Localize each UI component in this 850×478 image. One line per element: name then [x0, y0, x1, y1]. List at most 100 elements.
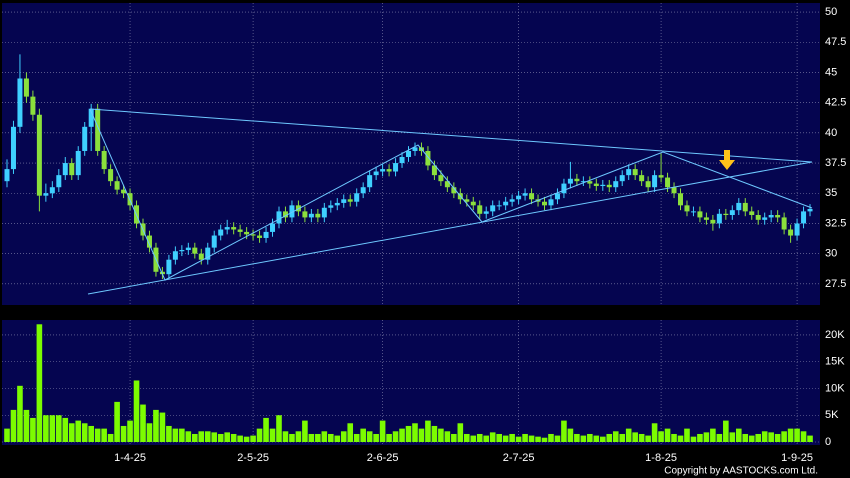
volume-bar [528, 435, 535, 443]
volume-bar [800, 431, 807, 443]
volume-bar [127, 420, 133, 443]
candle-body [451, 187, 457, 194]
candle-body [270, 223, 276, 232]
volume-bar [10, 409, 17, 443]
volume-bar [742, 433, 749, 443]
candle-body [665, 177, 671, 188]
candle-body [146, 235, 152, 248]
candle-body [716, 213, 722, 224]
candle-body [593, 183, 599, 187]
candle-body [244, 231, 250, 235]
volume-bar [412, 423, 418, 443]
volume-bar [179, 428, 185, 443]
candle-body [516, 195, 522, 200]
volume-bar [405, 425, 412, 443]
candle-body [282, 211, 288, 218]
candle-body [678, 193, 684, 206]
candle-body [509, 199, 515, 202]
candle-body [567, 178, 573, 184]
candle-body [406, 150, 412, 158]
candle-body [224, 227, 230, 230]
candle-body [4, 169, 10, 182]
volume-bar [334, 435, 341, 443]
candle-body [95, 108, 101, 151]
volume-bar [56, 415, 62, 443]
volume-bar [107, 433, 114, 443]
volume-bar [250, 435, 256, 443]
volume-bar [794, 428, 800, 443]
candle-body [490, 205, 496, 212]
candle-body [393, 163, 399, 172]
volume-bar [289, 433, 295, 443]
y-tick-label: 27.5 [825, 278, 846, 290]
candle-body [198, 253, 204, 260]
candle-body [276, 211, 282, 224]
trend-lines [87, 108, 813, 295]
candle-body [10, 126, 16, 170]
candle-body [386, 169, 392, 172]
volume-bar [664, 428, 671, 443]
volume-bar [807, 435, 813, 443]
volume-bar [166, 425, 172, 443]
volume-bar [677, 435, 684, 443]
volume-bar [276, 415, 282, 443]
volume-bar [172, 428, 179, 443]
volume-bar [651, 423, 658, 443]
volume-bar [748, 435, 755, 443]
candle-body [69, 163, 75, 176]
volume-bar [192, 433, 198, 443]
candle-body [807, 208, 813, 212]
candle-body [755, 215, 761, 220]
copyright: Copyright by AASTOCKS.com Ltd. [664, 466, 818, 477]
candle-body [775, 215, 781, 218]
candle-body [788, 229, 794, 236]
volume-bar [328, 433, 334, 443]
candle-body [49, 187, 55, 194]
volume-bar [671, 433, 677, 443]
candle-body [600, 184, 606, 187]
volume-bar [612, 431, 619, 443]
candle-body [114, 181, 120, 190]
y-tick-label: 40 [825, 127, 837, 139]
volume-bar [321, 431, 328, 443]
candle-body [561, 183, 567, 194]
volume-bar [302, 420, 308, 443]
candle-body [250, 234, 256, 236]
labels: 27.5 30 32.5 35 37.5 40 42.5 45 47.5 50 0 5K 10K 15K 2… [114, 6, 846, 464]
candle-body [101, 150, 107, 170]
volume-bar [366, 431, 373, 443]
volume-bar [379, 420, 386, 443]
volume-bar [159, 412, 166, 443]
candle-body [334, 202, 340, 206]
candle-body [483, 211, 489, 214]
candle-body [328, 205, 334, 208]
candle-body [801, 211, 807, 224]
candle-body [703, 217, 709, 220]
volume-bar [315, 433, 321, 443]
candle-body [302, 211, 308, 218]
candle-body [548, 199, 554, 206]
volume-bar [483, 435, 490, 443]
volume-bar [761, 431, 768, 443]
volume-bar [574, 433, 580, 443]
candle-body [399, 157, 405, 164]
volume-bar [541, 437, 548, 443]
candle-body [542, 201, 548, 206]
volume-bar [431, 425, 438, 443]
volume-bar [587, 433, 593, 443]
volume-bar [17, 385, 23, 443]
volume-bar [133, 380, 140, 443]
y-tick-label: 32.5 [825, 217, 846, 229]
candle-body [367, 175, 373, 188]
candle-body [373, 171, 379, 176]
volume-bar [535, 436, 541, 443]
candle-body [205, 247, 211, 260]
volume-bar [68, 423, 75, 443]
volume-bar [237, 435, 243, 443]
candle-body [237, 229, 243, 232]
trend-line [89, 108, 813, 163]
y-tick-label: 10K [825, 382, 845, 394]
y-tick-label: 35 [825, 187, 837, 199]
candle-body [88, 108, 94, 127]
candle-body [626, 169, 632, 176]
